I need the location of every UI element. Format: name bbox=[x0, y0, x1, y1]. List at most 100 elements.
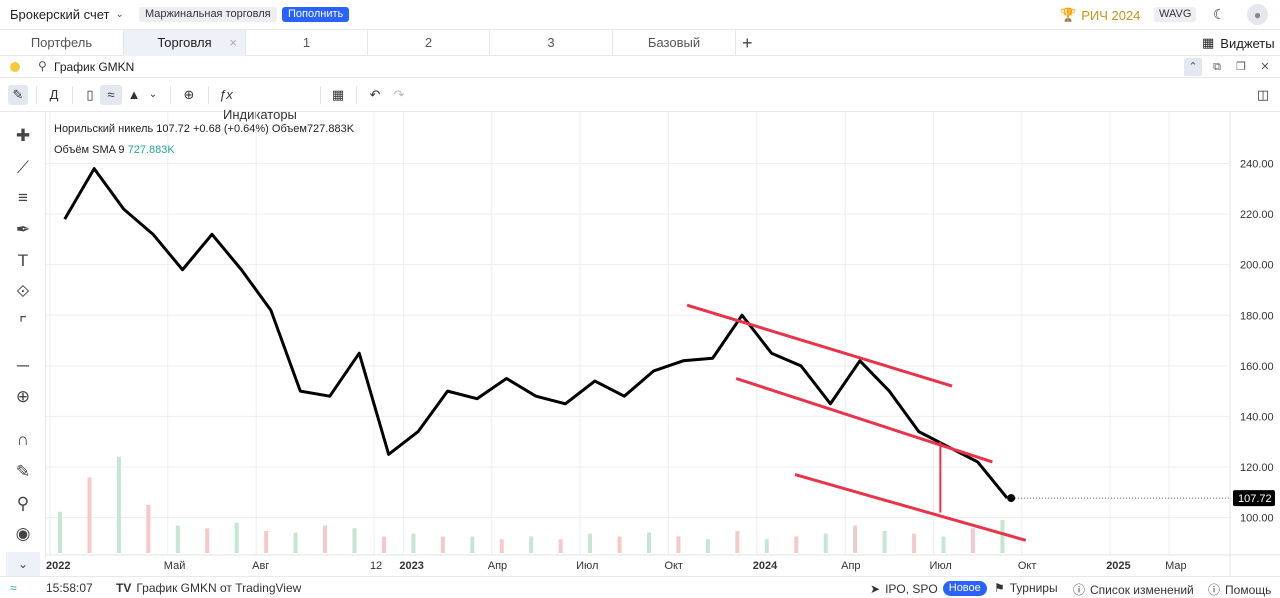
contest-link[interactable]: 🏆 РИЧ 2024 bbox=[1060, 7, 1140, 23]
volume-bar bbox=[116, 456, 121, 553]
help-label: Помощь bbox=[1225, 582, 1272, 597]
zoom-icon[interactable]: ⊕ bbox=[15, 387, 31, 406]
avatar[interactable]: ● bbox=[1247, 4, 1268, 25]
ipo-label: IPO, SPO bbox=[885, 581, 938, 596]
trophy-icon: ⚑ bbox=[994, 581, 1005, 595]
volume-bar bbox=[264, 531, 269, 553]
changelog-label: Список изменений bbox=[1090, 582, 1194, 597]
volume-bar bbox=[175, 525, 180, 553]
chevron-down-icon[interactable]: ⌄ bbox=[148, 89, 158, 100]
tab-1[interactable]: 1 bbox=[246, 30, 368, 56]
new-badge: Новое bbox=[942, 581, 987, 596]
volume-bar bbox=[970, 528, 975, 553]
x-tick-label: 12 bbox=[370, 560, 382, 572]
changelog-link[interactable]: ⓘ Список изменений bbox=[1073, 581, 1194, 598]
y-tick-label: 140.00 bbox=[1240, 411, 1274, 423]
interval-button[interactable]: Д bbox=[49, 87, 59, 102]
ipo-link[interactable]: ➤ IPO, SPO Новое bbox=[870, 581, 987, 596]
tournaments-label: Турниры bbox=[1009, 581, 1058, 595]
volume-bar bbox=[617, 536, 622, 553]
tournaments-link[interactable]: ⚑ Турниры bbox=[994, 581, 1058, 595]
trend-line-icon[interactable]: ⟋ bbox=[17, 158, 29, 177]
x-tick-label: Окт bbox=[1018, 560, 1037, 572]
x-tick-label: Окт bbox=[664, 560, 683, 572]
tab-3[interactable]: 3 bbox=[490, 30, 613, 56]
area-chart-icon[interactable]: ▲ bbox=[127, 87, 141, 102]
eye-icon[interactable]: ◉ bbox=[15, 524, 31, 543]
text-icon[interactable]: T bbox=[17, 251, 29, 270]
volume-bar bbox=[58, 511, 62, 553]
x-tick-label: 2024 bbox=[753, 560, 778, 572]
tab-portfolio[interactable]: Портфель bbox=[0, 30, 124, 56]
legend-symbol: Норильский никель bbox=[54, 123, 154, 135]
volume-bar bbox=[676, 536, 681, 553]
legend-last: 107.72 bbox=[156, 123, 190, 135]
ruler-icon[interactable]: ─ bbox=[16, 356, 30, 375]
x-tick-label: Июл bbox=[930, 560, 952, 572]
info-icon: ⓘ bbox=[1073, 583, 1086, 597]
redo-icon[interactable]: ↷ bbox=[393, 87, 405, 102]
tab-bar: Портфель Торговля × 1 2 3 Базовый + ▦ Ви… bbox=[0, 30, 1280, 56]
undo-icon[interactable]: ↶ bbox=[369, 87, 381, 102]
account-selector[interactable]: Брокерский счет ⌄ bbox=[10, 7, 124, 22]
legend-change: +0.68 (+0.64%) bbox=[192, 123, 269, 135]
pattern-icon[interactable]: ⟐ bbox=[16, 282, 30, 301]
volume-bar bbox=[529, 536, 534, 553]
popout-icon[interactable]: ⧉ bbox=[1213, 61, 1221, 73]
crosshair-icon[interactable]: ✚ bbox=[15, 126, 31, 145]
y-tick-label: 240.00 bbox=[1240, 159, 1274, 171]
fib-lines-icon[interactable]: ≡ bbox=[18, 188, 28, 207]
search-icon: ⚲ bbox=[38, 59, 47, 73]
volume-bar bbox=[470, 536, 475, 553]
user-icon: ● bbox=[1253, 7, 1262, 22]
tab-basic[interactable]: Базовый bbox=[613, 30, 736, 56]
tab-trading[interactable]: Торговля × bbox=[124, 30, 246, 56]
widgets-button[interactable]: ▦ Виджеты bbox=[1202, 35, 1275, 51]
add-tab-button[interactable]: + bbox=[742, 33, 753, 53]
close-icon[interactable]: ✕ bbox=[1260, 61, 1270, 73]
x-tick-label: 2022 bbox=[46, 560, 70, 572]
volume-bar bbox=[647, 532, 651, 553]
tab-2[interactable]: 2 bbox=[368, 30, 490, 56]
trophy-icon: 🏆 bbox=[1060, 7, 1077, 22]
camera-icon[interactable]: ◫ bbox=[1256, 87, 1270, 102]
help-link[interactable]: ⓘ Помощь bbox=[1208, 581, 1271, 598]
volume-bar bbox=[323, 525, 328, 553]
compare-add-icon[interactable]: ⊕ bbox=[183, 87, 195, 102]
lock-icon[interactable]: ⚲ bbox=[16, 494, 30, 513]
volume-bar bbox=[705, 539, 710, 553]
x-tick-label: Май bbox=[164, 560, 186, 572]
volume-bar bbox=[823, 533, 828, 553]
indicators-label: Индикаторы bbox=[223, 107, 297, 122]
magnet-icon[interactable]: ∩ bbox=[16, 430, 30, 449]
tradingview-link[interactable]: TV График GMKN от TradingView bbox=[116, 581, 301, 595]
chart-area[interactable]: 240.00 220.00 200.00 180.00 160.00 140.00 120.… bbox=[46, 112, 1280, 577]
moon-icon[interactable]: ☾ bbox=[1213, 6, 1226, 22]
price-chart[interactable]: 240.00 220.00 200.00 180.00 160.00 140.00 120.… bbox=[46, 112, 1280, 577]
last-price-marker bbox=[1007, 494, 1016, 503]
indicators-button[interactable]: ƒx Индикаторы bbox=[219, 85, 309, 122]
link-color-dot[interactable] bbox=[10, 62, 20, 72]
candles-icon[interactable]: ▯ bbox=[86, 87, 94, 102]
top-bar: Брокерский счет ⌄ Маржинальная торговля … bbox=[0, 0, 1280, 30]
brush-icon[interactable]: ✒ bbox=[15, 220, 31, 239]
collapse-icon[interactable]: ⌃ bbox=[1184, 58, 1202, 76]
pencil-icon[interactable]: ✎ bbox=[8, 85, 28, 105]
templates-icon[interactable]: ▦ bbox=[331, 87, 345, 102]
x-tick-label: 2023 bbox=[399, 560, 423, 572]
lock-drawings-icon[interactable]: ✎ bbox=[15, 462, 31, 481]
line-chart-icon[interactable]: ≈ bbox=[100, 85, 122, 105]
legend-volume-label: Объем bbox=[271, 123, 307, 135]
deposit-button[interactable]: Пополнить bbox=[282, 7, 350, 22]
prediction-icon[interactable]: ⌜ bbox=[19, 314, 27, 333]
margin-trading-pill[interactable]: Маржинальная торговля bbox=[139, 7, 277, 22]
wavg-button[interactable]: WAVG bbox=[1154, 7, 1197, 22]
collapse-panel-icon[interactable]: ⌄ bbox=[6, 552, 40, 576]
widget-title[interactable]: График GMKN bbox=[54, 60, 135, 74]
close-icon[interactable]: × bbox=[229, 35, 237, 50]
price-series-line bbox=[63, 167, 1009, 500]
tradingview-icon: TV bbox=[116, 581, 132, 595]
volume-bar bbox=[352, 528, 357, 553]
copy-icon[interactable]: ❐ bbox=[1236, 61, 1246, 73]
x-tick-label: Апр bbox=[488, 560, 507, 572]
